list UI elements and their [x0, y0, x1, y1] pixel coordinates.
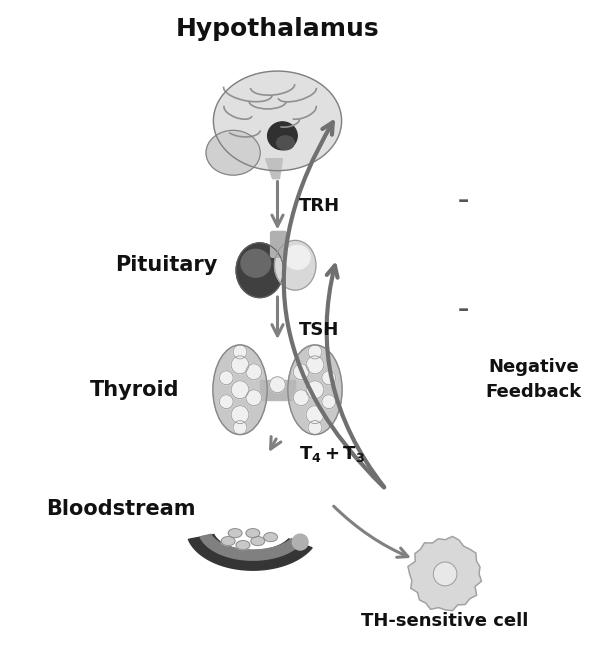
Ellipse shape [293, 390, 309, 405]
Ellipse shape [236, 243, 283, 297]
Ellipse shape [268, 122, 298, 150]
Text: Pituitary: Pituitary [115, 255, 217, 275]
Ellipse shape [433, 562, 457, 586]
Ellipse shape [246, 529, 260, 538]
Ellipse shape [214, 71, 342, 171]
Ellipse shape [241, 250, 271, 277]
Ellipse shape [246, 364, 262, 380]
Ellipse shape [228, 529, 242, 538]
Ellipse shape [264, 533, 277, 542]
Ellipse shape [308, 421, 322, 434]
Text: –: – [457, 191, 468, 210]
Ellipse shape [308, 345, 322, 359]
Text: TRH: TRH [299, 196, 340, 215]
Text: Bloodstream: Bloodstream [46, 499, 195, 519]
Text: Negative
Feedback: Negative Feedback [486, 358, 582, 402]
Ellipse shape [306, 356, 324, 374]
FancyBboxPatch shape [271, 231, 286, 257]
Text: TSH: TSH [299, 321, 340, 339]
Ellipse shape [231, 356, 249, 374]
Ellipse shape [288, 345, 342, 434]
Ellipse shape [233, 421, 247, 434]
Ellipse shape [292, 534, 308, 550]
Ellipse shape [220, 371, 233, 384]
Ellipse shape [220, 395, 233, 409]
Polygon shape [265, 159, 283, 179]
Ellipse shape [270, 377, 286, 393]
Ellipse shape [274, 240, 316, 290]
Polygon shape [189, 534, 312, 571]
Ellipse shape [213, 345, 267, 434]
Ellipse shape [284, 246, 310, 269]
Ellipse shape [322, 371, 336, 384]
Text: $\mathbf{T_4 + T_3}$: $\mathbf{T_4 + T_3}$ [299, 445, 365, 464]
Text: TH-sensitive cell: TH-sensitive cell [361, 612, 529, 629]
Ellipse shape [231, 405, 249, 424]
Ellipse shape [322, 395, 336, 409]
Ellipse shape [293, 364, 309, 380]
Polygon shape [260, 380, 295, 400]
Ellipse shape [306, 381, 324, 399]
Ellipse shape [231, 381, 249, 399]
Text: Hypothalamus: Hypothalamus [176, 17, 379, 41]
Ellipse shape [221, 536, 235, 546]
Ellipse shape [233, 345, 247, 359]
Ellipse shape [236, 540, 250, 550]
Ellipse shape [251, 536, 265, 546]
Text: –: – [457, 300, 468, 320]
Polygon shape [408, 536, 481, 610]
Ellipse shape [277, 136, 295, 150]
Text: Thyroid: Thyroid [90, 380, 180, 400]
Ellipse shape [246, 390, 262, 405]
Ellipse shape [306, 405, 324, 424]
Polygon shape [200, 534, 302, 560]
Ellipse shape [206, 130, 260, 175]
